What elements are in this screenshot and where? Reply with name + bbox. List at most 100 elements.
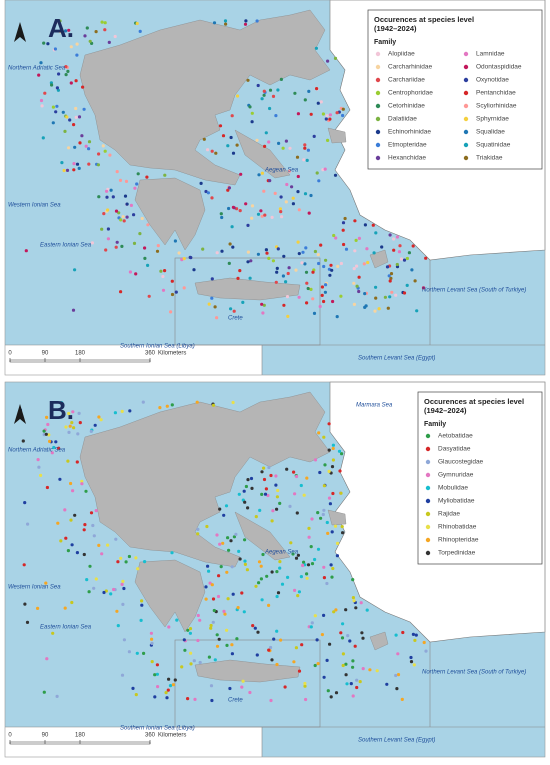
occurrence-dot xyxy=(204,585,208,589)
occurrence-dot xyxy=(231,245,235,249)
legend-swatch xyxy=(463,51,469,57)
occurrence-dot xyxy=(242,489,246,493)
occurrence-dot xyxy=(97,543,101,547)
occurrence-dot xyxy=(161,274,165,279)
occurrence-dot xyxy=(80,134,84,138)
greek-land xyxy=(234,511,291,561)
occurrence-dot xyxy=(267,648,271,652)
occurrence-dot xyxy=(218,542,222,546)
occurrence-dot xyxy=(385,265,390,269)
occurrence-dot xyxy=(225,570,229,574)
occurrence-dot xyxy=(355,284,359,288)
occurrence-dot xyxy=(310,621,314,625)
panel-label: A. xyxy=(48,13,74,43)
occurrence-dot xyxy=(360,631,364,635)
occurrence-dot xyxy=(253,626,257,630)
occurrence-dot xyxy=(119,290,123,294)
legend-entry: Alopiidae xyxy=(388,51,415,58)
occurrence-dot xyxy=(300,643,304,647)
occurrence-dot xyxy=(424,649,428,653)
occurrence-dot xyxy=(292,470,296,474)
occurrence-dot xyxy=(81,85,85,89)
occurrence-dot xyxy=(113,411,117,415)
occurrence-dot xyxy=(182,257,186,261)
occurrence-dot xyxy=(365,247,369,251)
occurrence-dot xyxy=(352,267,356,271)
occurrence-dot xyxy=(223,19,228,23)
occurrence-dot xyxy=(42,429,46,433)
legend-entry: Dalatiidae xyxy=(388,116,417,123)
occurrence-dot xyxy=(359,601,363,605)
occurrence-dot xyxy=(53,47,58,51)
occurrence-dot xyxy=(315,638,319,642)
occurrence-dot xyxy=(339,491,343,495)
occurrence-dot xyxy=(124,179,129,183)
scale-tick-label: 360 xyxy=(145,351,156,357)
occurrence-dot xyxy=(341,652,345,656)
occurrence-dot xyxy=(304,270,309,274)
occurrence-dot xyxy=(268,106,272,111)
occurrence-dot xyxy=(267,465,271,470)
occurrence-dot xyxy=(196,527,200,531)
occurrence-dot xyxy=(238,209,242,213)
occurrence-dot xyxy=(351,659,355,663)
occurrence-dot xyxy=(278,560,282,564)
occurrence-dot xyxy=(248,276,252,280)
occurrence-dot xyxy=(332,610,336,614)
occurrence-dot xyxy=(117,211,121,215)
occurrence-dot xyxy=(71,308,76,312)
occurrence-dot xyxy=(275,495,279,499)
occurrence-dot xyxy=(424,256,428,260)
occurrence-dot xyxy=(304,246,308,250)
occurrence-dot xyxy=(303,681,307,686)
occurrence-dot xyxy=(291,202,295,206)
occurrence-dot xyxy=(211,620,215,624)
legend-entry: Lamnidae xyxy=(476,51,505,58)
occurrence-dot xyxy=(392,237,396,241)
occurrence-dot xyxy=(227,186,231,190)
occurrence-dot xyxy=(325,520,329,525)
occurrence-dot xyxy=(260,598,264,602)
occurrence-dot xyxy=(352,281,356,285)
occurrence-dot xyxy=(282,254,286,258)
occurrence-dot xyxy=(355,678,359,682)
scale-unit: Kilometers xyxy=(158,733,186,739)
occurrence-dot xyxy=(316,511,320,515)
occurrence-dot xyxy=(410,268,414,272)
occurrence-dot xyxy=(363,292,367,296)
occurrence-dot xyxy=(341,113,345,118)
occurrence-dot xyxy=(69,81,73,85)
occurrence-dot xyxy=(313,663,317,668)
occurrence-dot xyxy=(56,88,61,92)
occurrence-dot xyxy=(224,504,229,508)
occurrence-dot xyxy=(346,634,350,638)
occurrence-dot xyxy=(63,508,67,512)
occurrence-dot xyxy=(42,41,46,45)
occurrence-dot xyxy=(257,173,261,177)
occurrence-dot xyxy=(145,175,149,179)
occurrence-dot xyxy=(201,247,205,251)
occurrence-dot xyxy=(72,426,76,430)
occurrence-dot xyxy=(46,42,50,46)
legend-entry: Rajidae xyxy=(438,511,460,518)
occurrence-dot xyxy=(182,638,186,642)
occurrence-dot xyxy=(57,72,61,76)
occurrence-dot xyxy=(210,296,214,300)
occurrence-dot xyxy=(198,660,202,665)
occurrence-dot xyxy=(409,655,413,660)
occurrence-dot xyxy=(149,631,153,635)
sea-label: Aegean Sea xyxy=(264,550,299,556)
occurrence-dot xyxy=(226,597,230,601)
occurrence-dot xyxy=(70,600,74,605)
occurrence-dot xyxy=(221,541,225,545)
occurrence-dot xyxy=(155,672,159,676)
occurrence-dot xyxy=(82,107,86,111)
occurrence-dot xyxy=(307,89,311,93)
legend-swatch xyxy=(425,550,431,556)
occurrence-dot xyxy=(333,173,338,177)
occurrence-dot xyxy=(327,496,332,500)
legend-entry: Echinorhinidae xyxy=(388,129,431,136)
occurrence-dot xyxy=(285,295,290,299)
occurrence-dot xyxy=(364,304,368,308)
occurrence-dot xyxy=(23,602,27,606)
